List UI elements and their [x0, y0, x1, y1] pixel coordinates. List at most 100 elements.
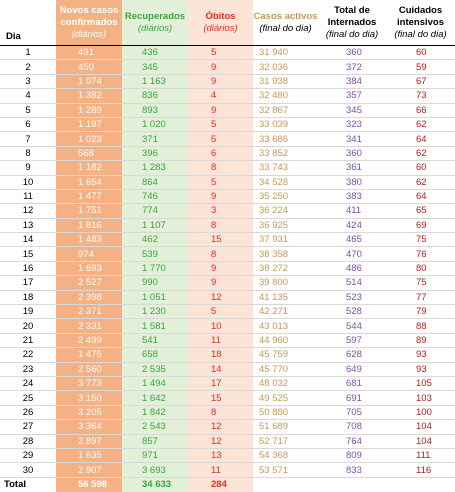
cell-deaths: 12: [188, 419, 253, 435]
cell-icu: 64: [386, 189, 455, 205]
header-hospitalized-sub: (final do dia): [325, 28, 379, 40]
cell-day: 20: [0, 318, 56, 334]
cell-confirmed: 1 382: [56, 88, 122, 104]
cell-confirmed: 1 023: [56, 131, 122, 147]
cell-day: 17: [0, 275, 56, 291]
header-active-sub: (final do dia): [259, 22, 312, 34]
header-day: Dia: [0, 0, 56, 46]
cell-deaths: 14: [188, 362, 253, 377]
cell-active: 43 013: [253, 318, 318, 334]
table-row: 28 2 897 857 12 52 717 764 104: [0, 434, 455, 449]
table-row: 16 1 693 1 770 9 38 272 486 80: [0, 261, 455, 277]
cell-hospitalized: 705: [318, 405, 386, 421]
cell-hospitalized: 708: [318, 419, 386, 435]
cell-deaths: 5: [188, 175, 253, 190]
cell-deaths: 3: [188, 203, 253, 219]
cell-deaths: 8: [188, 405, 253, 421]
cell-hospitalized: 470: [318, 246, 386, 262]
cell-icu: 59: [386, 59, 455, 75]
header-confirmed-sub: (diários): [71, 28, 107, 40]
cell-recovered: 1 107: [122, 218, 188, 234]
cell-icu: 69: [386, 218, 455, 234]
cell-deaths: 12: [188, 434, 253, 449]
cell-recovered: 658: [122, 347, 188, 363]
cell-recovered: 746: [122, 189, 188, 205]
cell-icu: 67: [386, 74, 455, 90]
cell-hospitalized: 341: [318, 131, 386, 147]
cell-active: 42 271: [253, 304, 318, 320]
cell-icu: 60: [386, 160, 455, 176]
cell-day: 22: [0, 347, 56, 363]
cell-hospitalized: 833: [318, 462, 386, 478]
cell-hospitalized: 528: [318, 304, 386, 320]
cell-recovered: 462: [122, 232, 188, 248]
cell-icu: 62: [386, 117, 455, 133]
cell-deaths: 5: [188, 131, 253, 147]
table-row: 10 1 654 864 5 34 528 380 62: [0, 175, 455, 190]
cell-hospitalized: 764: [318, 434, 386, 449]
cell-recovered: 436: [122, 45, 188, 61]
cell-deaths: 15: [188, 232, 253, 248]
total-hospitalized-empty: [318, 476, 386, 492]
cell-hospitalized: 523: [318, 290, 386, 306]
cell-icu: 89: [386, 333, 455, 349]
cell-day: 5: [0, 103, 56, 118]
table-row: 18 2 398 1 051 12 41 135 523 77: [0, 290, 455, 306]
cell-day: 9: [0, 160, 56, 176]
cell-recovered: 1 051: [122, 290, 188, 306]
cell-recovered: 971: [122, 448, 188, 464]
table-row: 27 3 364 2 543 12 51 689 708 104: [0, 419, 455, 435]
cell-hospitalized: 372: [318, 59, 386, 75]
cell-day: 3: [0, 74, 56, 90]
cell-hospitalized: 384: [318, 74, 386, 90]
cell-confirmed: 2 897: [56, 434, 122, 449]
cell-icu: 100: [386, 405, 455, 421]
cell-deaths: 9: [188, 103, 253, 118]
total-label: Total: [0, 476, 56, 492]
cell-deaths: 9: [188, 261, 253, 277]
cell-confirmed: 450: [56, 59, 122, 75]
cell-confirmed: 1 635: [56, 448, 122, 464]
cell-active: 34 528: [253, 175, 318, 190]
cell-icu: 73: [386, 88, 455, 104]
cell-active: 33 039: [253, 117, 318, 133]
table-row: 13 1 816 1 107 8 36 925 424 69: [0, 218, 455, 234]
cell-day: 21: [0, 333, 56, 349]
cell-hospitalized: 681: [318, 376, 386, 392]
cell-icu: 79: [386, 304, 455, 320]
cell-active: 31 938: [253, 74, 318, 90]
cell-icu: 62: [386, 175, 455, 190]
total-row: Total 56 598 34 633 284: [0, 476, 455, 492]
cell-icu: 62: [386, 146, 455, 162]
cell-deaths: 6: [188, 146, 253, 162]
cell-icu: 75: [386, 275, 455, 291]
cell-recovered: 1 230: [122, 304, 188, 320]
cell-deaths: 9: [188, 189, 253, 205]
cell-day: 10: [0, 175, 56, 190]
table-row: 21 2 499 541 11 44 960 597 89: [0, 333, 455, 349]
header-active-label: Casos activos: [253, 10, 318, 22]
cell-deaths: 5: [188, 117, 253, 133]
table-body: 1 491 436 5 31 940 360 60 2 450 345 9 32 036 372 59 3 1…: [0, 45, 455, 492]
cell-active: 35 250: [253, 189, 318, 205]
cell-recovered: 539: [122, 246, 188, 262]
cell-deaths: 5: [188, 304, 253, 320]
table-row: 20 2 331 1 581 10 43 013 544 88: [0, 318, 455, 334]
table-row: 15 974 539 8 38 358 470 76: [0, 246, 455, 262]
cell-icu: 93: [386, 362, 455, 377]
cell-active: 41 135: [253, 290, 318, 306]
cell-recovered: 371: [122, 131, 188, 147]
header-deaths-label: Óbitos: [205, 10, 236, 22]
total-active-empty: [253, 476, 318, 492]
cell-confirmed: 2 499: [56, 333, 122, 349]
cell-deaths: 13: [188, 448, 253, 464]
cell-day: 6: [0, 117, 56, 133]
cell-hospitalized: 360: [318, 45, 386, 61]
cell-icu: 93: [386, 347, 455, 363]
cell-day: 1: [0, 45, 56, 61]
header-recovered: Recuperados (diários): [122, 0, 188, 46]
